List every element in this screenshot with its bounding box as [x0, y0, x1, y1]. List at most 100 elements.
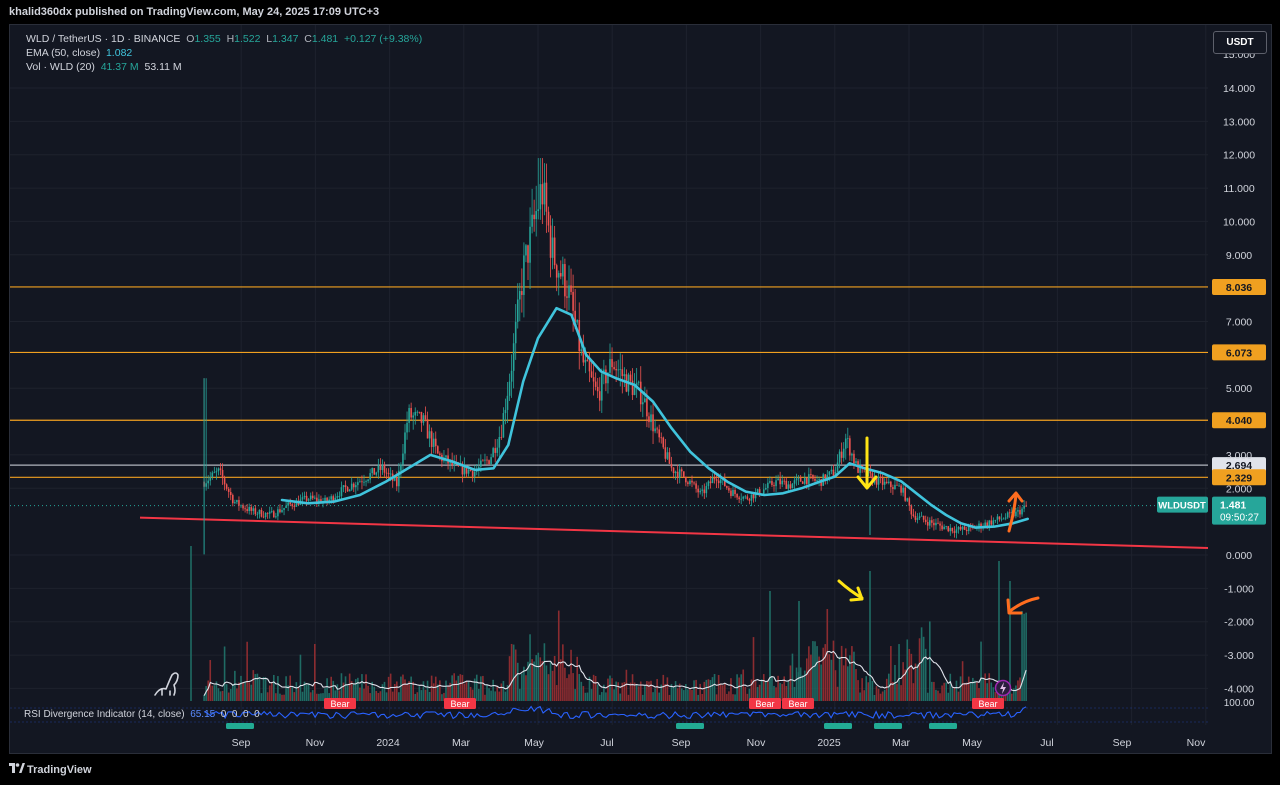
volume-bar	[213, 685, 216, 701]
candle-body	[348, 489, 351, 492]
candle-body	[933, 522, 935, 526]
candle-body	[929, 520, 931, 526]
volume-bar	[494, 691, 496, 701]
candle-body	[232, 495, 234, 504]
candle-body	[687, 482, 689, 484]
candle-body	[262, 516, 265, 518]
volume-bar	[416, 692, 419, 701]
volume-bar	[637, 686, 640, 701]
symbol-label[interactable]: WLD / TetherUS · 1D · BINANCE	[26, 33, 181, 45]
volume-bar	[406, 684, 408, 701]
support-trendline[interactable]	[139, 516, 1209, 549]
time-tick-label: Mar	[892, 737, 911, 749]
candle-body	[715, 479, 718, 481]
volume-bar	[769, 591, 771, 701]
bull-marker	[226, 723, 254, 729]
candle-body	[986, 522, 988, 527]
candle-body	[355, 485, 357, 488]
volume-bar	[986, 683, 988, 701]
candle-body	[557, 273, 560, 278]
candle-body	[652, 414, 654, 432]
volume-bar	[281, 694, 283, 701]
candle-body	[215, 471, 218, 473]
volume-bar	[371, 681, 373, 701]
volume-bar	[783, 676, 786, 701]
volume-bar	[703, 681, 706, 701]
volume-bar	[824, 644, 827, 701]
candle-body	[693, 482, 695, 484]
candle-body	[875, 476, 878, 485]
candle-body	[316, 497, 318, 502]
candle-body	[779, 478, 781, 485]
volume-bar	[857, 680, 859, 701]
volume-bar	[400, 676, 402, 701]
tradingview-brand[interactable]: TradingView	[9, 760, 92, 780]
volume-bar	[190, 546, 192, 701]
candle-body	[844, 438, 847, 449]
volume-bar	[820, 664, 822, 701]
volume-bar	[826, 609, 829, 701]
candle-body	[980, 523, 982, 529]
drawn-annotations	[154, 436, 1040, 697]
candle-body	[418, 411, 421, 413]
candle-body	[750, 494, 753, 501]
bear-label-bg	[749, 698, 781, 709]
symbol-tag-label: WLDUSDT	[1158, 501, 1206, 512]
dino-icon[interactable]	[154, 672, 179, 696]
candle-body	[859, 465, 861, 473]
volume-bar	[445, 680, 447, 701]
volume-bar	[836, 686, 839, 701]
volume-bar	[428, 691, 431, 701]
time-tick-label: 2025	[817, 737, 841, 749]
volume-bar	[469, 686, 472, 701]
lightning-icon[interactable]	[994, 679, 1012, 697]
candle-body	[728, 487, 730, 491]
volume-legend[interactable]: Vol · WLD (20) 41.37 M 53.11 M	[26, 61, 182, 73]
rsi-legend[interactable]: RSI Divergence Indicator (14, close) 65.…	[24, 709, 260, 720]
volume-bar	[642, 694, 644, 701]
volume-bar	[463, 683, 466, 701]
volume-bar	[810, 654, 812, 701]
candle-body	[783, 480, 786, 482]
candle-body	[756, 489, 759, 493]
volume-bar	[918, 638, 921, 701]
candle-body	[838, 451, 841, 463]
volume-bar	[785, 685, 788, 701]
candle-body	[533, 214, 535, 220]
candle-body	[824, 474, 827, 482]
candle-body	[484, 459, 486, 461]
price-tick-label: -4.000	[1224, 683, 1254, 695]
volume-bar	[715, 694, 718, 701]
volume-bar	[264, 677, 267, 701]
candle-body	[851, 453, 853, 456]
price-axis[interactable]: 14.000 13.000 12.000 11.000 10.000 9.000 7.000…	[1223, 49, 1255, 709]
candle-body	[1002, 518, 1005, 520]
volume-bar	[664, 684, 667, 701]
candle-body	[482, 460, 484, 462]
candle-body	[771, 481, 773, 486]
bull-marker	[676, 723, 704, 729]
candle-body	[234, 502, 236, 504]
volume-bar	[273, 674, 275, 701]
time-axis[interactable]: Sep Nov 2024 Mar May Jul Sep Nov 2025 Mar May Jul Se…	[232, 737, 1206, 749]
volume-bar	[289, 675, 291, 701]
candle-body	[596, 386, 599, 392]
candle-body	[260, 509, 263, 517]
candle-body	[658, 429, 660, 438]
candle-body	[619, 369, 622, 371]
chart-panel[interactable]: 8.036 6.073 4.040 2.694 2.329 WLDUSDT 1.481 09:…	[9, 24, 1272, 754]
candle-body	[527, 245, 529, 263]
candle-body	[894, 484, 896, 490]
volume-bar	[478, 688, 480, 701]
currency-button[interactable]: USDT	[1213, 31, 1267, 54]
volume-bar	[320, 693, 322, 701]
volume-bar	[994, 692, 997, 701]
volume-bar	[527, 661, 529, 701]
candle-body	[480, 460, 482, 467]
volume-bar	[523, 666, 525, 701]
candle-body	[642, 402, 644, 405]
ema-legend[interactable]: EMA (50, close) 1.082	[26, 47, 132, 59]
